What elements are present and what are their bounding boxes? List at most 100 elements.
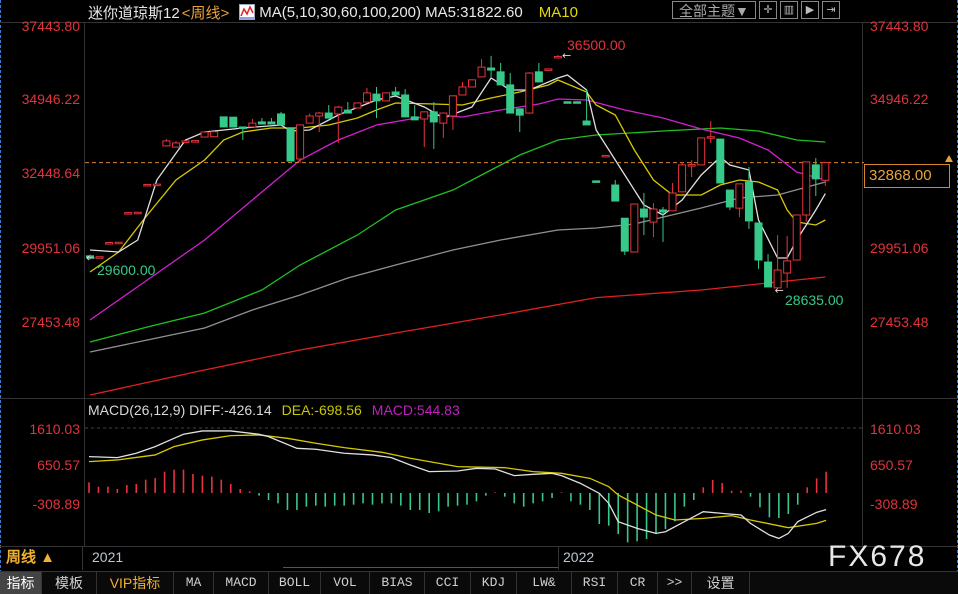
theme-dropdown-button[interactable]: 全部主题▼ (672, 1, 756, 19)
candle[interactable] (305, 113, 314, 124)
candle[interactable] (382, 92, 391, 102)
candle[interactable] (448, 95, 457, 130)
candle[interactable] (573, 101, 582, 104)
candle[interactable] (439, 112, 448, 138)
candle[interactable] (362, 87, 371, 103)
candle[interactable] (563, 101, 572, 104)
candle[interactable] (544, 68, 553, 71)
candle[interactable] (391, 86, 400, 96)
tab-bias[interactable]: BIAS (370, 572, 425, 594)
candle[interactable] (592, 180, 601, 183)
candle[interactable] (668, 182, 677, 212)
candle[interactable] (659, 206, 667, 242)
candle[interactable] (811, 158, 820, 196)
candle[interactable] (506, 73, 515, 114)
candle[interactable] (716, 138, 725, 184)
tab-more[interactable]: >> (658, 572, 692, 594)
candle[interactable] (152, 183, 161, 187)
candle[interactable] (181, 140, 190, 143)
candle[interactable] (219, 116, 228, 128)
candle[interactable] (735, 183, 744, 218)
candle[interactable] (420, 111, 429, 148)
candle[interactable] (324, 105, 333, 119)
candle[interactable] (706, 121, 715, 143)
candle[interactable] (802, 161, 811, 223)
candle[interactable] (553, 54, 562, 59)
candle[interactable] (124, 212, 133, 215)
candle[interactable] (105, 242, 114, 245)
candle[interactable] (725, 189, 734, 210)
candle[interactable] (267, 118, 276, 125)
candle[interactable] (601, 154, 610, 158)
tab-settings[interactable]: 设置 (692, 572, 750, 594)
candle[interactable] (248, 118, 257, 128)
candle[interactable] (296, 124, 305, 164)
candle[interactable] (171, 140, 180, 148)
candle[interactable] (477, 59, 486, 78)
candle[interactable] (525, 72, 534, 114)
tab-rsi[interactable]: RSI (572, 572, 618, 594)
candle[interactable] (534, 62, 543, 83)
candle[interactable] (649, 203, 658, 238)
candle[interactable] (210, 130, 219, 138)
candle[interactable] (315, 111, 324, 132)
panel-icon[interactable]: ▥ (780, 1, 798, 19)
tab-cci[interactable]: CCI (425, 572, 471, 594)
period-selector-button[interactable]: 周线 ▲ (0, 546, 83, 570)
candle[interactable] (343, 102, 352, 114)
candle[interactable] (496, 62, 505, 86)
candle[interactable] (515, 108, 524, 132)
candle[interactable] (582, 89, 591, 126)
candle[interactable] (277, 111, 285, 126)
candle[interactable] (773, 235, 782, 289)
candle[interactable] (401, 89, 410, 118)
candle[interactable] (487, 55, 496, 77)
tab-macd[interactable]: MACD (214, 572, 269, 594)
candle[interactable] (687, 160, 696, 178)
candle[interactable] (191, 140, 200, 143)
kline-chart[interactable]: ← ← ← (0, 0, 958, 546)
move-icon[interactable]: ✛ (759, 1, 777, 19)
exit-icon[interactable]: ⇥ (822, 1, 840, 19)
candle[interactable] (764, 254, 773, 288)
candle[interactable] (821, 161, 830, 186)
tab-lw[interactable]: LW& (517, 572, 572, 594)
tab-ma[interactable]: MA (174, 572, 214, 594)
candle[interactable] (133, 211, 142, 215)
tab-vip-indicators[interactable]: VIP指标 (97, 572, 174, 594)
candle[interactable] (162, 139, 171, 147)
tab-vol[interactable]: VOL (321, 572, 370, 594)
candle[interactable] (458, 81, 467, 96)
candle[interactable] (754, 222, 763, 269)
candle[interactable] (639, 193, 648, 236)
period-label[interactable]: <周线> (181, 4, 230, 22)
candle[interactable] (353, 102, 362, 109)
candle[interactable] (792, 214, 801, 261)
tab-cr[interactable]: CR (618, 572, 658, 594)
tab-boll[interactable]: BOLL (269, 572, 321, 594)
tab-kdj[interactable]: KDJ (471, 572, 517, 594)
candle[interactable] (114, 241, 123, 245)
candle[interactable] (620, 217, 629, 255)
scroll-indicator[interactable] (283, 567, 558, 568)
candle[interactable] (697, 137, 706, 166)
tab-templates[interactable]: 模板 (42, 572, 97, 594)
candle[interactable] (630, 203, 639, 253)
candle[interactable] (238, 126, 247, 140)
play-icon[interactable]: ▶ (801, 1, 819, 19)
candle[interactable] (86, 254, 94, 260)
candle[interactable] (229, 116, 238, 128)
candle[interactable] (334, 105, 343, 143)
candle[interactable] (783, 236, 792, 288)
tab-indicators[interactable]: 指标 (0, 572, 42, 594)
candle[interactable] (611, 180, 620, 202)
candle[interactable] (468, 79, 476, 88)
candle[interactable] (410, 105, 419, 121)
candle[interactable] (200, 131, 209, 138)
candle[interactable] (744, 166, 753, 229)
candle[interactable] (143, 183, 152, 187)
candle[interactable] (95, 256, 104, 259)
candle[interactable] (678, 161, 687, 193)
panel-divider[interactable] (0, 398, 958, 399)
candle[interactable] (286, 127, 295, 162)
